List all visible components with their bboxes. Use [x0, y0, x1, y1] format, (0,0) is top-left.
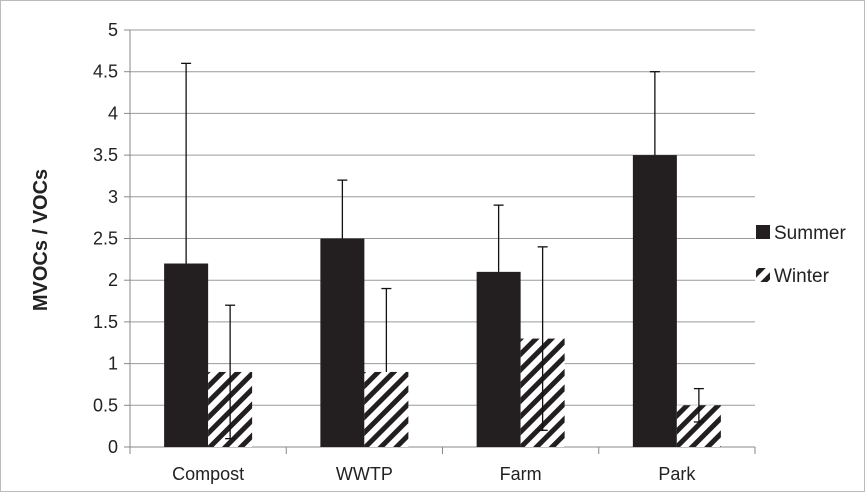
y-tick-label: 3 [108, 187, 118, 207]
y-axis-label: MVOCs / VOCs [30, 169, 52, 311]
legend-label-summer: Summer [774, 223, 846, 244]
bar-summer [164, 263, 209, 447]
y-tick-label: 3.5 [93, 145, 118, 165]
y-tick-label: 0.5 [93, 395, 118, 415]
x-category-label: Compost [172, 464, 244, 484]
x-category-label: WWTP [336, 464, 393, 484]
legend-swatch-summer [756, 225, 770, 239]
y-tick-label: 2.5 [93, 229, 118, 249]
legend-label-winter: Winter [774, 266, 830, 287]
y-tick-label: 4 [108, 103, 118, 123]
y-tick-label: 4.5 [93, 62, 118, 82]
y-tick-label: 1 [108, 354, 118, 374]
y-tick-label: 1.5 [93, 312, 118, 332]
bar-summer [320, 238, 365, 447]
y-tick-label: 5 [108, 20, 118, 40]
bar-summer [476, 271, 521, 447]
y-tick-label: 0 [108, 437, 118, 457]
bar-winter [364, 371, 409, 447]
bar-summer [632, 155, 677, 447]
x-category-label: Farm [500, 464, 542, 484]
legend-swatch-winter [756, 268, 770, 282]
y-tick-label: 2 [108, 270, 118, 290]
x-category-label: Park [658, 464, 696, 484]
